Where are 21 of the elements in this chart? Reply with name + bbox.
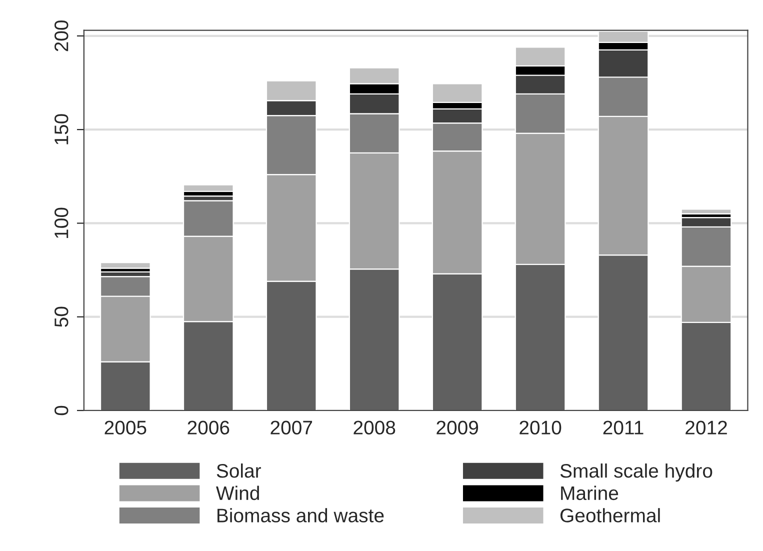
x-tick-label: 2006 bbox=[188, 420, 230, 434]
legend-label: Biomass and waste bbox=[218, 508, 384, 522]
x-tick-label: 2012 bbox=[686, 420, 727, 434]
legend-label: Small scale hydro bbox=[560, 463, 712, 482]
legend-label: Marine bbox=[561, 486, 618, 500]
x-tick-label: 2008 bbox=[354, 420, 396, 434]
legend-label: Solar bbox=[216, 463, 261, 478]
y-tick-label: 0 bbox=[54, 406, 68, 416]
y-tick-label: 150 bbox=[54, 114, 68, 144]
y-tick-label: 200 bbox=[54, 20, 68, 52]
bar bbox=[100, 262, 151, 269]
x-tick-label: 2007 bbox=[270, 420, 312, 434]
x-tick-label: 2009 bbox=[436, 420, 478, 434]
x-tick-label: 2011 bbox=[603, 420, 644, 434]
legend-label: Geothermal bbox=[560, 508, 660, 522]
x-tick-label: 2005 bbox=[104, 420, 146, 434]
y-tick-label: 50 bbox=[54, 306, 68, 327]
y-tick-label: 100 bbox=[54, 208, 68, 238]
legend-label: Wind bbox=[216, 486, 259, 500]
x-tick-label: 2010 bbox=[520, 420, 562, 434]
bar bbox=[680, 208, 732, 214]
